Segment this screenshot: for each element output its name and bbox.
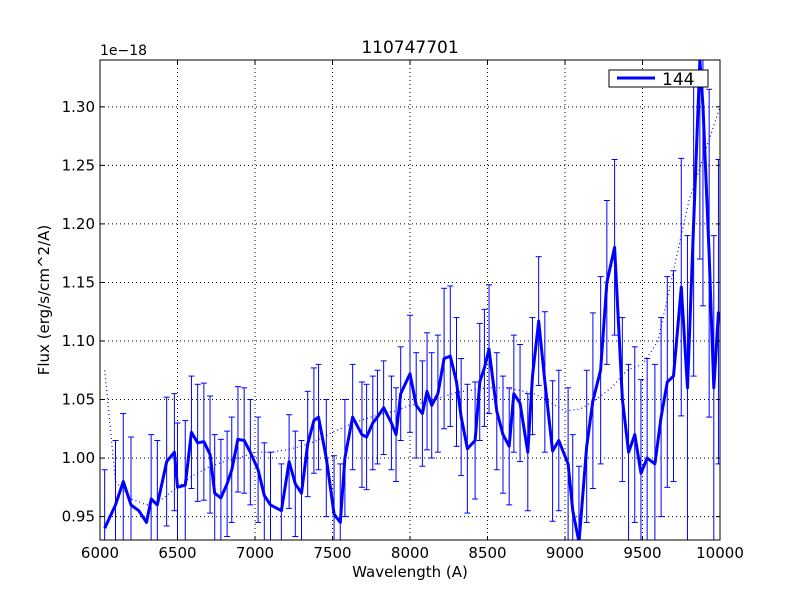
y-tick-label: 1.25: [62, 156, 95, 174]
error-bar: [101, 469, 108, 540]
model-line-layer: [104, 106, 720, 506]
data-line-layer: [103, 60, 720, 540]
data-line-144: [103, 60, 720, 540]
x-tick-label: 10000: [696, 544, 744, 562]
x-tick-label: 9500: [623, 544, 661, 562]
x-tick-label: 8000: [391, 544, 429, 562]
legend-frame: [608, 69, 709, 88]
y-tick-label: 1.15: [62, 273, 95, 291]
y-tick-label: 1.10: [62, 332, 95, 350]
x-tick-label: 6000: [81, 544, 119, 562]
y-offset-text: 1e−18: [100, 43, 147, 59]
x-tick-label: 7500: [313, 544, 351, 562]
x-axis-label: Wavelength (A): [352, 563, 468, 581]
x-tick-label: 8500: [468, 544, 506, 562]
tick-layer: 6000 6500 7000 7500 8000 8500 9000 9500 10000 0.9…: [62, 60, 744, 562]
x-tick-label: 7000: [236, 544, 274, 562]
error-bar: [696, 60, 703, 260]
y-tick-label: 1.00: [62, 449, 95, 467]
y-tick-label: 0.95: [62, 508, 95, 526]
y-tick-label: 1.20: [62, 215, 95, 233]
x-tick-label: 9000: [546, 544, 584, 562]
model-line: [104, 106, 720, 506]
x-tick-label: 6500: [158, 544, 196, 562]
y-tick-label: 1.30: [62, 98, 95, 116]
y-axis-label: Flux (erg/s/cm^2/A): [35, 225, 53, 376]
legend: 144: [608, 69, 709, 90]
legend-label: 144: [662, 70, 694, 90]
error-bar: [575, 465, 582, 540]
y-tick-label: 1.05: [62, 391, 95, 409]
chart-title: 110747701: [361, 38, 458, 58]
